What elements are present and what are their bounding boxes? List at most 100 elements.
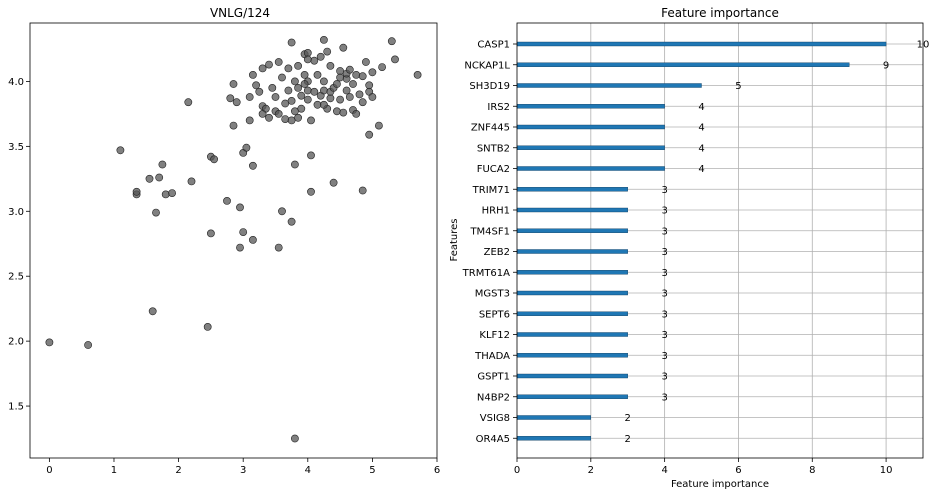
scatter-point <box>132 187 141 196</box>
bar-category-label: KLF12 <box>479 330 510 341</box>
scatter-plot-frame <box>29 22 438 459</box>
bar <box>516 207 628 213</box>
scatter-plot: VNLG/124 0 1 2 3 4 5 6 1.5 2.0 2.5 3.0 3.5 4.0 <box>8 6 440 476</box>
scatter-y-tick-label: 1.5 <box>8 402 24 413</box>
scatter-x-tick-label: 2 <box>175 465 181 476</box>
scatter-point <box>239 228 248 236</box>
bar-value-label: 3 <box>661 309 667 320</box>
scatter-point <box>281 115 290 123</box>
feature-importance-plot: Feature importance 10 9 5 4 4 4 4 3 3 3 3 3 3 3 3 3 3 3 2 2… <box>449 6 929 490</box>
bar-category-label: OR4A5 <box>476 434 510 445</box>
scatter-point <box>365 130 374 139</box>
bar <box>516 41 887 47</box>
scatter-point <box>368 93 377 101</box>
scatter-point <box>310 56 319 65</box>
bar-x-axis-label: Feature importance <box>671 479 769 490</box>
scatter-point <box>155 173 164 182</box>
scatter-point <box>303 95 312 104</box>
scatter-point <box>319 100 328 109</box>
bar-value-label: 4 <box>698 123 704 134</box>
scatter-point <box>358 98 367 107</box>
scatter-point <box>339 108 348 117</box>
bar-x-tick-label: 4 <box>661 465 667 476</box>
bar-category-labels: CASP1 NCKAP1L SH3D19 IRS2 ZNF445 SNTB2 FUCA2 TR… <box>462 40 517 445</box>
scatter-point <box>287 38 296 47</box>
bar <box>516 249 628 254</box>
scatter-point <box>342 86 351 95</box>
bar-value-label: 3 <box>661 372 667 383</box>
scatter-point <box>387 37 396 46</box>
bar-value-label: 3 <box>661 392 667 403</box>
scatter-point <box>336 67 344 75</box>
bar-category-label: TRMT61A <box>462 268 511 279</box>
bar-category-label: TRIM71 <box>472 185 510 196</box>
bar-value-label: 3 <box>661 330 667 341</box>
bar <box>516 373 628 379</box>
scatter-point <box>358 186 367 195</box>
bar <box>516 415 592 420</box>
bar-value-label: 2 <box>625 413 631 424</box>
bar <box>516 228 628 233</box>
scatter-point <box>274 243 283 252</box>
bar <box>516 166 665 171</box>
bar-category-label: TM4SF1 <box>469 226 510 237</box>
scatter-point <box>278 207 286 216</box>
scatter-x-tick-label: 1 <box>111 465 117 476</box>
scatter-point <box>352 71 361 79</box>
bar-category-label: ZEB2 <box>484 247 510 258</box>
scatter-point <box>303 55 312 64</box>
bar-x-tick-label: 8 <box>809 465 815 476</box>
bar <box>516 270 628 275</box>
scatter-point <box>203 322 212 331</box>
scatter-point <box>294 113 302 122</box>
bar-grid-lines <box>517 23 923 458</box>
scatter-point <box>365 81 374 90</box>
bar-value-label: 4 <box>698 164 704 175</box>
scatter-point <box>319 77 328 86</box>
bar-x-tick-label: 0 <box>514 465 520 476</box>
bar-value-label: 3 <box>661 289 667 300</box>
scatter-point <box>268 84 277 92</box>
bar-category-label: SEPT6 <box>479 309 510 320</box>
scatter-point <box>258 64 267 73</box>
bar-value-label: 3 <box>661 206 667 217</box>
bar-value-label: 4 <box>698 102 704 113</box>
scatter-point <box>391 55 399 64</box>
scatter-point <box>336 95 344 104</box>
bar-category-label: THADA <box>474 351 510 362</box>
scatter-point <box>368 68 377 77</box>
scatter-x-tick-label: 6 <box>434 465 440 476</box>
scatter-point <box>223 196 231 205</box>
scatter-point <box>290 434 299 443</box>
scatter-point <box>84 341 92 349</box>
scatter-point <box>332 80 341 88</box>
scatter-y-tick-label: 2.0 <box>8 337 24 348</box>
bar-category-label: HRH1 <box>482 206 510 217</box>
bar <box>516 394 628 399</box>
scatter-point <box>287 97 296 105</box>
scatter-point <box>232 98 241 107</box>
scatter-point <box>258 110 267 118</box>
scatter-point <box>229 121 238 130</box>
scatter-point <box>274 58 283 66</box>
scatter-point <box>290 77 299 86</box>
bar-value-label: 4 <box>698 143 704 154</box>
bar-category-label: SNTB2 <box>477 143 510 154</box>
bar-category-label: VSIG8 <box>480 413 510 424</box>
scatter-point <box>248 235 257 244</box>
scatter-point <box>187 177 196 186</box>
scatter-point <box>287 116 296 125</box>
scatter-point <box>236 243 244 252</box>
bar-value-label: 5 <box>735 81 741 92</box>
scatter-point <box>116 146 125 155</box>
scatter-point <box>336 73 344 82</box>
scatter-point <box>45 338 54 347</box>
bar-series <box>516 41 887 441</box>
scatter-point <box>303 86 312 95</box>
bar <box>516 124 665 130</box>
scatter-point <box>206 229 215 238</box>
bar-value-label: 2 <box>625 434 631 445</box>
scatter-point <box>413 71 422 79</box>
